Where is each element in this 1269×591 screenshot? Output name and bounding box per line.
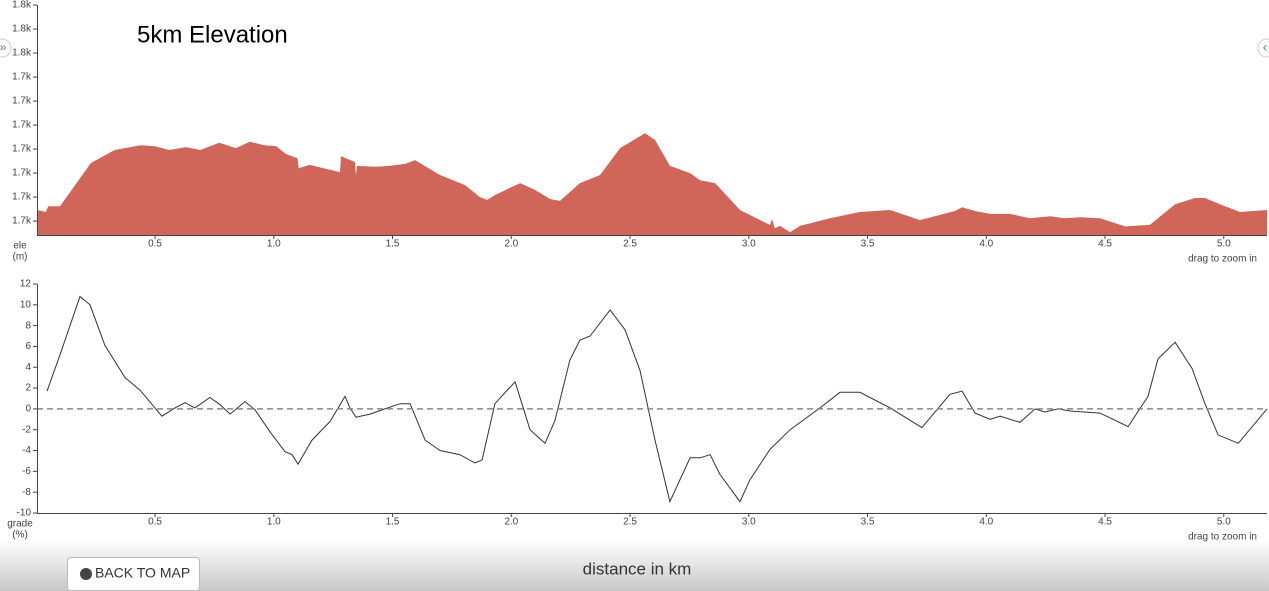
back-button[interactable]: BACK TO MAP (67, 557, 200, 591)
y-tick-label: 1.8k (12, 48, 32, 59)
y-tick-label: 1.7k (12, 168, 32, 179)
x-tick-label: 1.5 (386, 517, 400, 528)
y-tick-label: 10 (20, 299, 32, 310)
x-tick-label: 5.0 (1217, 239, 1231, 250)
y-tick-label: 2 (25, 383, 31, 394)
y-tick-label: 12 (20, 279, 32, 290)
y-tick-label: -6 (22, 466, 31, 477)
y-tick-label: -4 (22, 445, 31, 456)
zoom-note: drag to zoom in (1188, 532, 1257, 543)
x-tick-label: 2.5 (623, 517, 637, 528)
x-tick-label: 0.5 (148, 239, 162, 250)
x-tick-label: 2.0 (504, 239, 518, 250)
y-tick-label: 1.7k (12, 120, 32, 131)
x-tick-label: 1.5 (386, 239, 400, 250)
y-axis-label: grade (7, 519, 33, 530)
y-tick-label: -10 (17, 508, 32, 519)
x-tick-label: 4.0 (979, 239, 993, 250)
x-tick-label: 3.0 (742, 517, 756, 528)
right-toggle[interactable] (1257, 38, 1269, 58)
y-tick-label: 1.7k (12, 96, 32, 107)
y-tick-label: 1.7k (12, 192, 32, 203)
x-tick-label: 0.5 (148, 517, 162, 528)
y-tick-label: -2 (22, 424, 31, 435)
x-tick-label: 3.5 (861, 517, 875, 528)
y-tick-label: 1.7k (12, 144, 32, 155)
footer-bar (0, 540, 1269, 591)
y-tick-label: 6 (25, 341, 31, 352)
button-label[interactable]: BACK TO MAP (95, 565, 190, 581)
x-tick-label: 4.5 (1098, 517, 1112, 528)
x-tick-label: 1.0 (267, 239, 281, 250)
x-tick-label: 4.5 (1098, 239, 1112, 250)
x-tick-label: 1.0 (267, 517, 281, 528)
x-tick-label: 2.0 (504, 517, 518, 528)
left-toggle-icon[interactable]: » (0, 40, 7, 54)
x-tick-label: 4.0 (979, 517, 993, 528)
x-tick-label: 3.5 (861, 239, 875, 250)
x-tick-label: 2.5 (623, 239, 637, 250)
elevation-area (37, 133, 1267, 235)
zoom-note: drag to zoom in (1188, 254, 1257, 265)
y-axis-label: (m) (13, 252, 28, 263)
chart-title: 5km Elevation (137, 21, 288, 48)
y-axis-label: (%) (12, 530, 28, 541)
x-axis-label: distance in km (583, 559, 692, 578)
y-tick-label: 8 (25, 320, 31, 331)
y-tick-label: -8 (22, 487, 31, 498)
y-axis-label: ele (13, 241, 27, 252)
y-tick-label: 4 (25, 362, 31, 373)
y-tick-label: 1.8k (12, 0, 32, 11)
y-tick-label: 1.8k (12, 24, 32, 35)
globe-icon (80, 568, 92, 580)
grade-line (46, 295, 1268, 504)
left-toggle[interactable] (0, 38, 12, 58)
right-toggle-icon[interactable]: ‹ (1263, 39, 1268, 55)
y-tick-label: 1.7k (12, 72, 32, 83)
x-tick-label: 5.0 (1217, 517, 1231, 528)
x-tick-label: 3.0 (742, 239, 756, 250)
y-tick-label: 0 (25, 404, 31, 415)
y-tick-label: 1.7k (12, 216, 32, 227)
